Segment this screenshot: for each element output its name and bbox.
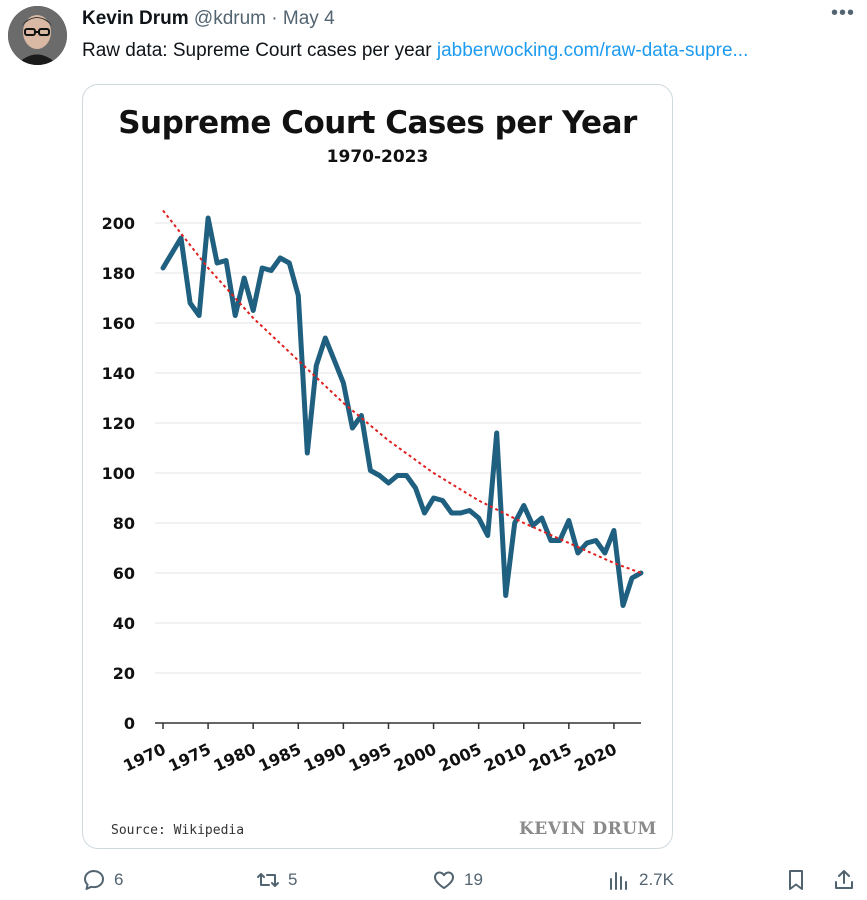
- trendline: [162, 209, 642, 574]
- x-tick-label: 1970: [120, 739, 168, 775]
- y-tick-label: 80: [113, 514, 135, 533]
- series-line: [160, 215, 644, 608]
- tweet-text: Raw data: Supreme Court cases per year j…: [82, 40, 860, 62]
- x-tick-label: 2010: [481, 739, 529, 775]
- share-button[interactable]: [832, 868, 864, 892]
- heart-icon: [433, 871, 455, 889]
- share-icon: [835, 870, 853, 889]
- y-tick-label: 140: [102, 364, 135, 383]
- chart-title: Supreme Court Cases per Year: [118, 105, 637, 141]
- x-tick-label: 2000: [391, 739, 439, 775]
- views-count: 2.7K: [639, 870, 674, 889]
- tweet-media-image[interactable]: Supreme Court Cases per Year 1970-2023 0…: [82, 84, 673, 849]
- x-tick-label: 2005: [436, 739, 484, 775]
- reply-icon: [84, 870, 104, 890]
- tweet-header: Kevin Drum @kdrum · May 4: [82, 8, 335, 30]
- views-button[interactable]: 2.7K: [607, 868, 674, 892]
- tweet-link[interactable]: jabberwocking.com/raw-data-supre...: [436, 40, 749, 61]
- y-tick-label: 120: [102, 414, 135, 433]
- bookmark-button[interactable]: [784, 868, 816, 892]
- y-tick-label: 0: [124, 714, 135, 733]
- y-tick-label: 200: [102, 214, 135, 233]
- watermark: KEVIN DRUM: [519, 819, 657, 839]
- like-button[interactable]: 19: [432, 868, 483, 892]
- y-tick-label: 40: [113, 614, 135, 633]
- y-tick-label: 160: [102, 314, 135, 333]
- separator: ·: [271, 8, 278, 29]
- x-tick-label: 2015: [526, 739, 574, 775]
- retweet-count: 5: [288, 870, 298, 889]
- y-tick-label: 100: [102, 464, 135, 483]
- reply-button[interactable]: 6: [82, 868, 123, 892]
- analytics-icon: [610, 872, 627, 890]
- tweet-actions: 6 5 19 2.7K: [0, 868, 867, 900]
- tweet-body: Raw data: Supreme Court cases per year: [82, 40, 437, 61]
- display-name[interactable]: Kevin Drum: [82, 8, 189, 29]
- retweet-button[interactable]: 5: [256, 868, 297, 892]
- retweet-icon: [257, 873, 279, 887]
- bookmark-icon: [789, 870, 803, 890]
- x-tick-label: 1985: [256, 739, 304, 775]
- more-icon[interactable]: •••: [830, 2, 855, 24]
- y-tick-label: 180: [102, 264, 135, 283]
- tweet-date[interactable]: May 4: [282, 8, 335, 29]
- handle[interactable]: @kdrum: [193, 8, 266, 29]
- x-tick-label: 2020: [571, 739, 619, 775]
- like-count: 19: [464, 870, 483, 889]
- chart-source: Source: Wikipedia: [111, 823, 245, 838]
- line-chart: 0204060801001201401601802001970197519801…: [102, 209, 644, 775]
- y-tick-label: 20: [113, 664, 135, 683]
- x-tick-label: 1975: [165, 739, 213, 775]
- avatar[interactable]: [8, 6, 67, 65]
- x-tick-label: 1990: [301, 739, 349, 775]
- y-tick-label: 60: [113, 564, 135, 583]
- reply-count: 6: [114, 870, 124, 889]
- chart-subtitle: 1970-2023: [326, 147, 429, 167]
- avatar-portrait: [8, 6, 67, 65]
- x-tick-label: 1980: [210, 739, 258, 775]
- x-tick-label: 1995: [346, 739, 394, 775]
